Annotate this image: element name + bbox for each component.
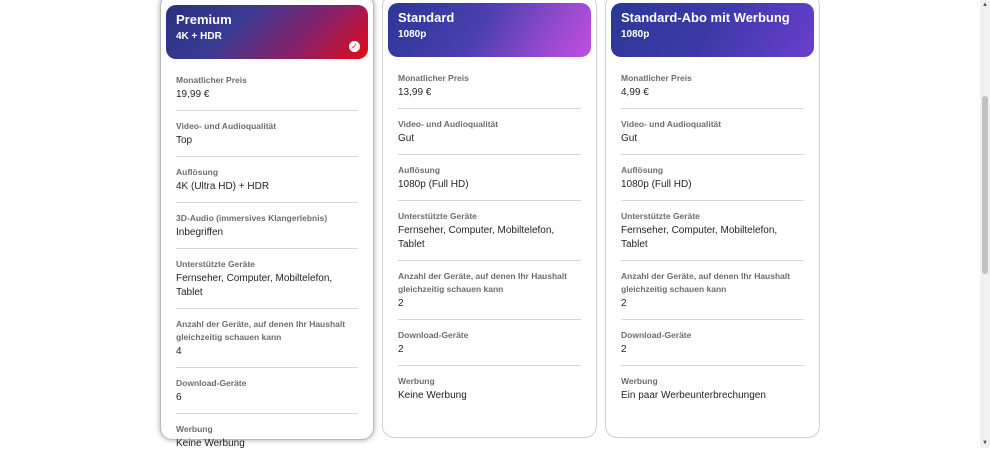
- detail-row-ads: Werbung Keine Werbung: [398, 366, 581, 411]
- detail-row-downloads: Download-Geräte 6: [176, 368, 358, 414]
- detail-value: Fernseher, Computer, Mobiltelefon, Table…: [621, 225, 778, 250]
- detail-row-downloads: Download-Geräte 2: [398, 320, 581, 366]
- detail-label: Monatlicher Preis: [621, 73, 692, 83]
- detail-label: Werbung: [621, 376, 658, 386]
- plan-name: Standard: [398, 10, 455, 25]
- detail-label: Unterstützte Geräte: [621, 211, 700, 221]
- detail-row-streams: Anzahl der Geräte, auf denen Ihr Haushal…: [621, 261, 804, 320]
- detail-row-devices: Unterstützte Geräte Fernseher, Computer,…: [176, 249, 358, 309]
- detail-label: Werbung: [398, 376, 435, 386]
- detail-label: Anzahl der Geräte, auf denen Ihr Haushal…: [621, 271, 791, 294]
- vertical-scrollbar[interactable]: ▲ ▼: [980, 0, 990, 448]
- plan-card-standard-with-ads[interactable]: Standard-Abo mit Werbung 1080p Monatlich…: [605, 0, 820, 438]
- plan-card-standard[interactable]: Standard 1080p Monatlicher Preis 13,99 €…: [382, 0, 597, 438]
- plan-name: Premium: [176, 12, 232, 27]
- detail-row-resolution: Auflösung 1080p (Full HD): [621, 155, 804, 201]
- detail-row-quality: Video- und Audioqualität Gut: [398, 109, 581, 155]
- detail-value: 6: [176, 392, 182, 403]
- plan-card-premium[interactable]: Premium 4K + HDR ✓ Monatlicher Preis 19,…: [160, 0, 374, 449]
- detail-value: Gut: [621, 133, 638, 144]
- detail-value: Fernseher, Computer, Mobiltelefon, Table…: [176, 273, 333, 298]
- detail-value: 4: [176, 346, 182, 357]
- detail-row-ads: Werbung Keine Werbung: [176, 414, 358, 459]
- detail-value: Keine Werbung: [176, 438, 245, 449]
- detail-row-spatial-audio: 3D-Audio (immersives Klangerlebnis) Inbe…: [176, 203, 358, 249]
- detail-label: Download-Geräte: [176, 378, 247, 388]
- detail-value: 2: [398, 298, 404, 309]
- detail-value: 2: [621, 298, 627, 309]
- detail-row-ads: Werbung Ein paar Werbeunterbrechungen: [621, 366, 804, 411]
- scroll-down-arrow-icon[interactable]: ▼: [982, 440, 988, 446]
- detail-row-quality: Video- und Audioqualität Top: [176, 111, 358, 157]
- detail-label: Download-Geräte: [621, 330, 692, 340]
- detail-value: 2: [398, 344, 404, 355]
- detail-label: Unterstützte Geräte: [398, 211, 477, 221]
- detail-value: Gut: [398, 133, 415, 144]
- plan-name: Standard-Abo mit Werbung: [621, 10, 790, 25]
- detail-label: Auflösung: [176, 167, 219, 177]
- detail-value: 1080p (Full HD): [398, 179, 469, 190]
- detail-value: 19,99 €: [176, 89, 210, 100]
- detail-value: 4K (Ultra HD) + HDR: [176, 181, 270, 192]
- detail-row-resolution: Auflösung 1080p (Full HD): [398, 155, 581, 201]
- plan-details: Monatlicher Preis 13,99 € Video- und Aud…: [398, 63, 581, 411]
- detail-row-devices: Unterstützte Geräte Fernseher, Computer,…: [621, 201, 804, 261]
- plan-header-premium[interactable]: Premium 4K + HDR ✓: [166, 5, 368, 59]
- detail-label: Anzahl der Geräte, auf denen Ihr Haushal…: [176, 319, 346, 342]
- detail-value: 1080p (Full HD): [621, 179, 692, 190]
- detail-label: Unterstützte Geräte: [176, 259, 255, 269]
- detail-row-price: Monatlicher Preis 13,99 €: [398, 63, 581, 109]
- detail-label: Download-Geräte: [398, 330, 469, 340]
- detail-row-downloads: Download-Geräte 2: [621, 320, 804, 366]
- plan-header-standard[interactable]: Standard 1080p: [388, 3, 591, 57]
- detail-label: Video- und Audioqualität: [621, 119, 722, 129]
- detail-label: 3D-Audio (immersives Klangerlebnis): [176, 213, 328, 223]
- detail-label: Monatlicher Preis: [176, 75, 247, 85]
- detail-label: Auflösung: [398, 165, 441, 175]
- detail-row-devices: Unterstützte Geräte Fernseher, Computer,…: [398, 201, 581, 261]
- detail-label: Anzahl der Geräte, auf denen Ihr Haushal…: [398, 271, 568, 294]
- plan-details: Monatlicher Preis 4,99 € Video- und Audi…: [621, 63, 804, 411]
- detail-label: Video- und Audioqualität: [176, 121, 277, 131]
- detail-row-resolution: Auflösung 4K (Ultra HD) + HDR: [176, 157, 358, 203]
- plan-header-standard-with-ads[interactable]: Standard-Abo mit Werbung 1080p: [611, 3, 814, 57]
- plan-resolution: 4K + HDR: [176, 31, 222, 42]
- detail-row-streams: Anzahl der Geräte, auf denen Ihr Haushal…: [176, 309, 358, 368]
- plan-resolution: 1080p: [398, 29, 427, 40]
- check-circle-icon: ✓: [349, 41, 360, 52]
- plan-details: Monatlicher Preis 19,99 € Video- und Aud…: [176, 65, 358, 459]
- detail-label: Monatlicher Preis: [398, 73, 469, 83]
- detail-value: Ein paar Werbeunterbrechungen: [621, 390, 766, 401]
- detail-label: Video- und Audioqualität: [398, 119, 499, 129]
- plan-resolution: 1080p: [621, 29, 650, 40]
- detail-value: Inbegriffen: [176, 227, 224, 238]
- detail-value: 4,99 €: [621, 87, 649, 98]
- scroll-up-arrow-icon[interactable]: ▲: [982, 2, 988, 8]
- detail-value: Keine Werbung: [398, 390, 467, 401]
- detail-row-price: Monatlicher Preis 4,99 €: [621, 63, 804, 109]
- detail-label: Werbung: [176, 424, 213, 434]
- detail-row-price: Monatlicher Preis 19,99 €: [176, 65, 358, 111]
- detail-label: Auflösung: [621, 165, 664, 175]
- detail-value: 13,99 €: [398, 87, 432, 98]
- detail-value: 2: [621, 344, 627, 355]
- scrollbar-thumb[interactable]: [982, 96, 988, 274]
- detail-row-streams: Anzahl der Geräte, auf denen Ihr Haushal…: [398, 261, 581, 320]
- detail-value: Top: [176, 135, 193, 146]
- detail-row-quality: Video- und Audioqualität Gut: [621, 109, 804, 155]
- detail-value: Fernseher, Computer, Mobiltelefon, Table…: [398, 225, 555, 250]
